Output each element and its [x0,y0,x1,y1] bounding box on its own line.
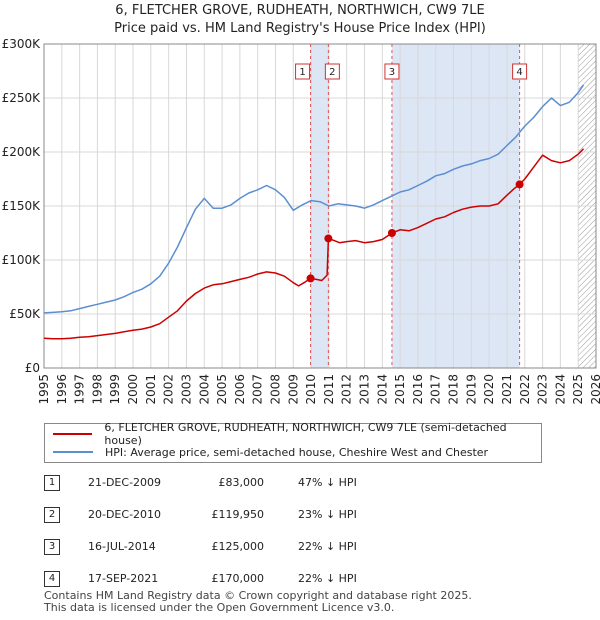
x-tick-label: 1997 [73,374,87,405]
sale-row: 4 17-SEP-2021 £170,000 22% ↓ HPI [44,570,444,590]
y-tick-label: £50K [9,307,41,321]
legend-hpi-label: HPI: Average price, semi-detached house,… [105,445,489,459]
sale-number: 1 [44,475,60,491]
x-tick-label: 2007 [251,374,265,405]
legend-property-label: 6, FLETCHER GROVE, RUDHEATH, NORTHWICH, … [104,421,507,447]
x-tick-label: 2021 [500,374,514,405]
x-tick-label: 2006 [233,374,247,405]
sale-price: £125,000 [211,540,265,553]
y-tick-label: £300K [2,37,42,51]
sale-number: 3 [44,539,60,555]
x-tick-label: 2010 [304,374,318,405]
x-tick-label: 2012 [340,374,354,405]
sale-point [324,234,333,243]
sale-row: 2 20-DEC-2010 £119,950 23% ↓ HPI [44,506,444,526]
sale-price: £83,000 [218,476,265,489]
sale-label-box [324,63,340,80]
x-tick-label: 2018 [447,374,461,405]
sale-hpi-diff: 23% ↓ HPI [298,508,357,521]
price-chart: £0 £50K £100K £150K £200K £250K £300K 1995 1996 1… [2,37,600,405]
x-tick-label: 2004 [197,374,211,405]
x-tick-label: 2011 [322,374,336,405]
sale-label-box [295,63,311,80]
sale-date: 20-DEC-2010 [88,508,162,521]
x-tick-label: 2016 [411,374,425,405]
sale-label-number: 4 [516,67,522,78]
legend-hpi-swatch [53,451,93,453]
x-tick-label: 2015 [393,374,407,405]
sale-date: 16-JUL-2014 [88,540,156,553]
x-tick-label: 2017 [429,374,443,405]
sale-label-box [384,63,400,80]
x-tick-label: 2000 [126,374,140,405]
legend-property-swatch [53,433,93,435]
legend-hpi: HPI: Average price, semi-detached house,… [53,444,488,460]
sale-label-number: 3 [389,67,395,78]
x-tick-label: 2020 [482,374,496,405]
x-tick-label: 2024 [553,374,567,405]
hpi-line [43,84,585,314]
y-tick-label: £150K [2,199,42,213]
x-tick-label: 2013 [358,374,372,405]
x-tick-label: 2002 [162,374,176,405]
sale-date: 21-DEC-2009 [88,476,162,489]
sale-point [306,274,315,283]
x-tick-label: 2022 [518,374,532,405]
x-tick-label: 1996 [55,374,69,405]
legend-property: 6, FLETCHER GROVE, RUDHEATH, NORTHWICH, … [53,421,541,447]
x-tick-label: 2023 [536,374,550,405]
sale-row: 1 21-DEC-2009 £83,000 47% ↓ HPI [44,474,444,494]
y-tick-label: £100K [2,253,42,267]
y-tick-label: £250K [2,91,42,105]
sale-hpi-diff: 22% ↓ HPI [298,572,357,585]
sale-price: £119,950 [211,508,265,521]
sale-row: 3 16-JUL-2014 £125,000 22% ↓ HPI [44,538,444,558]
x-tick-label: 2005 [215,374,229,405]
sale-date: 17-SEP-2021 [88,572,159,585]
sale-price: £170,000 [211,572,265,585]
x-tick-label: 2001 [144,374,158,405]
x-tick-label: 2014 [375,374,389,405]
x-tick-label: 2026 [589,374,600,405]
x-tick-label: 2009 [286,374,300,405]
footer-line-2: This data is licensed under the Open Gov… [44,601,395,614]
sale-point [387,229,396,237]
property-price-line [43,148,585,340]
title-line-1: 6, FLETCHER GROVE, RUDHEATH, NORTHWICH, … [115,3,485,18]
footer: Contains HM Land Registry data © Crown c… [44,590,472,614]
chart-title: 6, FLETCHER GROVE, RUDHEATH, NORTHWICH, … [0,2,600,38]
sale-label-box [512,63,528,80]
legend: 6, FLETCHER GROVE, RUDHEATH, NORTHWICH, … [44,421,542,463]
sale-hpi-diff: 47% ↓ HPI [298,476,357,489]
plot-frame [43,43,597,369]
x-tick-label: 2008 [268,374,282,405]
x-tick-label: 2003 [179,374,193,405]
sale-number: 2 [44,507,60,523]
x-tick-label: 1995 [37,374,51,405]
sale-hpi-diff: 22% ↓ HPI [298,540,357,553]
y-tick-label: £0 [25,361,40,375]
x-tick-label: 2019 [464,374,478,405]
sale-point [515,180,524,189]
y-tick-label: £200K [2,145,42,159]
sale-label-number: 1 [299,67,305,78]
x-tick-label: 2025 [571,374,585,405]
title-line-2: Price paid vs. HM Land Registry's House … [114,21,486,36]
x-tick-label: 1999 [108,374,122,405]
x-tick-label: 1998 [90,374,104,405]
sale-label-number: 2 [329,67,335,78]
sale-number: 4 [44,571,60,587]
footer-line-1: Contains HM Land Registry data © Crown c… [44,589,472,602]
